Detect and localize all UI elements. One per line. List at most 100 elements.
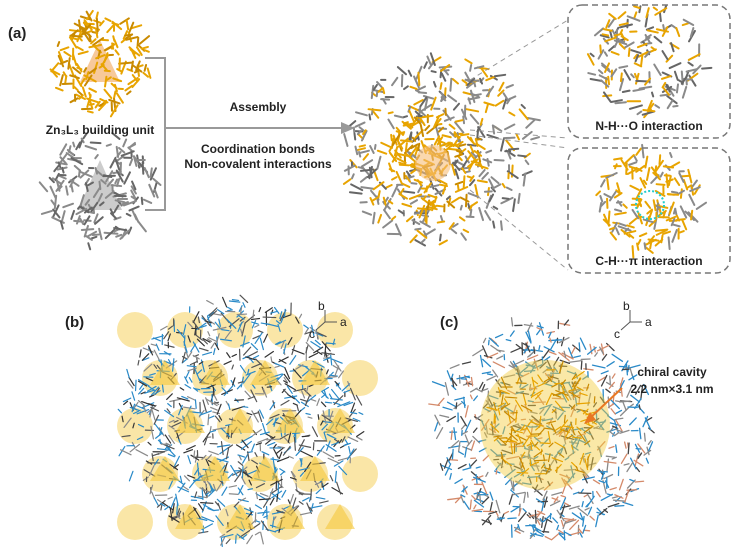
bond	[117, 146, 126, 154]
bond	[326, 369, 329, 375]
bond	[373, 143, 377, 150]
bond	[197, 316, 200, 324]
bond	[446, 147, 462, 152]
bond	[584, 458, 589, 471]
bond	[481, 171, 489, 180]
bond	[446, 401, 458, 408]
bond	[85, 71, 90, 81]
bond	[287, 336, 293, 346]
bond	[52, 208, 61, 219]
bond	[449, 227, 458, 235]
bond	[510, 429, 523, 434]
bond	[278, 356, 289, 363]
bond	[190, 495, 204, 500]
bond	[357, 166, 364, 170]
bond	[526, 491, 529, 498]
bond	[614, 417, 624, 421]
bond	[167, 496, 173, 500]
bond	[643, 383, 650, 396]
bond	[597, 49, 605, 60]
bond	[427, 193, 438, 199]
bond	[82, 132, 88, 140]
bond	[582, 375, 589, 380]
bond	[362, 153, 370, 161]
bond	[290, 470, 296, 478]
bond	[455, 402, 458, 410]
bond	[616, 182, 621, 195]
bond	[236, 384, 242, 390]
bond	[457, 155, 463, 162]
bond	[457, 166, 470, 171]
bond	[157, 499, 162, 503]
bond	[86, 110, 94, 114]
bond	[682, 18, 695, 27]
bond	[254, 452, 258, 458]
bond	[160, 504, 163, 511]
bond	[137, 380, 148, 387]
bond	[568, 391, 581, 399]
bond	[218, 318, 222, 327]
interaction	[635, 190, 665, 220]
bond	[92, 186, 101, 199]
bond	[257, 329, 264, 334]
bond	[482, 388, 489, 392]
bond	[553, 356, 560, 366]
bond	[563, 501, 570, 506]
bond	[247, 351, 258, 358]
structures	[38, 4, 713, 548]
bond	[54, 172, 60, 181]
arrow-note: Coordination bonds	[201, 142, 315, 156]
bond	[126, 368, 130, 379]
bond	[81, 86, 87, 98]
bond	[239, 469, 242, 476]
bond	[591, 364, 606, 369]
bond	[220, 441, 224, 456]
bond	[68, 145, 72, 154]
bond	[228, 493, 239, 495]
bond	[206, 338, 213, 343]
bond	[388, 200, 394, 205]
bond	[424, 208, 428, 223]
bond	[231, 364, 234, 370]
bond	[609, 487, 617, 491]
bond	[469, 499, 472, 510]
bond	[240, 328, 243, 335]
bond	[88, 91, 92, 98]
bond	[648, 102, 655, 110]
bond	[88, 87, 97, 93]
bond	[343, 442, 351, 446]
bond	[94, 154, 99, 160]
bond	[193, 450, 196, 459]
bond	[343, 133, 349, 147]
bond	[137, 359, 140, 366]
bond	[644, 33, 651, 44]
bond	[198, 361, 204, 365]
bond	[484, 102, 490, 114]
bond	[572, 491, 580, 495]
bond	[305, 341, 315, 351]
bond	[377, 86, 384, 93]
bond	[330, 398, 343, 401]
bond	[485, 75, 497, 82]
bond	[221, 329, 230, 332]
bond	[559, 473, 570, 479]
bond	[325, 444, 337, 452]
bond	[460, 415, 468, 427]
bond	[459, 204, 463, 211]
bond	[251, 459, 259, 465]
bond	[558, 360, 564, 374]
bond	[561, 392, 568, 403]
bond	[321, 352, 336, 356]
bond	[608, 12, 617, 20]
bond	[86, 9, 94, 21]
bond	[464, 58, 473, 65]
bond	[508, 493, 514, 505]
bond	[344, 417, 358, 423]
bond	[468, 179, 476, 187]
bond	[673, 70, 679, 81]
bond	[498, 81, 505, 92]
bond	[267, 441, 276, 446]
bond	[409, 146, 418, 157]
bond	[214, 321, 222, 330]
bond	[251, 321, 259, 325]
